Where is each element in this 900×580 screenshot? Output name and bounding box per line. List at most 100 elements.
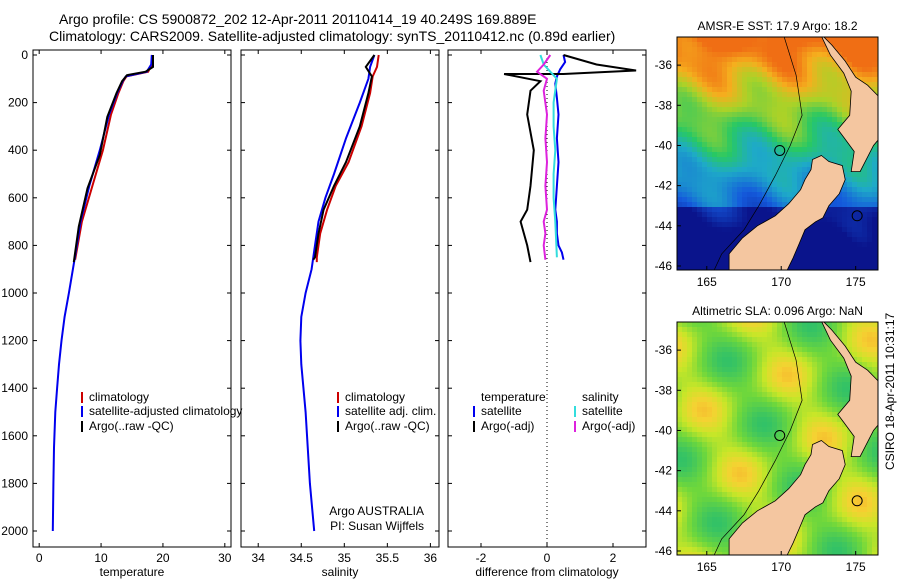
profile-panels: 0 10 20 30temperature0200400600800100012001… — [1, 48, 647, 579]
series-line-argo-raw-qc- — [72, 55, 154, 263]
map-y-tick-label: -36 — [655, 58, 673, 72]
x-tick-label: 36 — [424, 551, 438, 565]
y-tick-label: 400 — [8, 143, 28, 157]
legend-difference: temperature salinitysatelliteArgo(-adj)sa… — [473, 390, 635, 433]
map-x-tick-label: 170 — [771, 275, 791, 289]
series-group — [51, 54, 154, 532]
legend-temp-satellite: satellite — [481, 404, 522, 418]
argo-position-marker — [774, 144, 786, 156]
series-line-climatology — [315, 54, 380, 263]
x-tick-label: 0 — [544, 551, 551, 565]
map-x-tick-label: 175 — [846, 560, 866, 574]
legend-satellite-adjusted: satellite adj. clim. — [345, 404, 436, 418]
map-y-tick-label: -36 — [655, 343, 673, 357]
x-tick-label: 35.5 — [376, 551, 400, 565]
map-x-tick-label: 170 — [771, 560, 791, 574]
map-x-tick-label: 175 — [846, 275, 866, 289]
series-line-salinity-argo-adj- — [535, 54, 552, 260]
x-tick-label: 20 — [156, 551, 170, 565]
x-tick-label: 2 — [610, 551, 617, 565]
x-tick-label: 35 — [338, 551, 352, 565]
annotation-argo-australia: Argo AUSTRALIA — [329, 504, 424, 518]
map-y-tick-label: -46 — [655, 259, 673, 273]
legend-satellite-adjusted: satellite-adjusted climatology — [89, 404, 242, 418]
y-tick-label: 1000 — [1, 286, 28, 300]
x-axis-label: difference from climatology — [475, 565, 618, 579]
x-tick-label: 34 — [252, 551, 266, 565]
series-group — [503, 54, 637, 263]
y-tick-label: 2000 — [1, 524, 28, 538]
map-y-tick-label: -44 — [655, 504, 673, 518]
land-north-island — [821, 37, 878, 173]
bathymetry-contour — [713, 37, 803, 270]
marker-1 — [851, 210, 863, 222]
series-line-temperature-satellite — [554, 54, 567, 260]
x-tick-label: 30 — [218, 551, 232, 565]
map-y-tick-label: -42 — [655, 464, 673, 478]
legend-temp-argo: Argo(-adj) — [481, 419, 534, 433]
series-group — [299, 54, 380, 532]
legend-climatology: climatology — [345, 390, 405, 404]
map-sla-map: Altimetric SLA: 0.096 Argo: NaN 165 170 175… — [655, 304, 879, 574]
map-y-tick-label: -38 — [655, 383, 673, 397]
header-line2: Climatology: CARS2009. Satellite-adjuste… — [49, 28, 615, 44]
legend-climatology: climatology — [89, 390, 149, 404]
map-frame — [676, 36, 879, 271]
y-tick-label: 600 — [8, 191, 28, 205]
x-axis-label: salinity — [322, 565, 359, 579]
y-tick-label: 200 — [8, 96, 28, 110]
map-frame — [676, 321, 879, 556]
map-y-tick-label: -40 — [655, 423, 673, 437]
map-x-tick-label: 165 — [697, 560, 717, 574]
y-tick-label: 0 — [21, 48, 28, 62]
x-tick-label: 10 — [94, 551, 108, 565]
panel-temperature: 0 10 20 30 temperature 0 200 400 600 800 1000 1200 1… — [1, 48, 232, 579]
map-panels: AMSR-E SST: 17.9 Argo: 18.2 165 170 175 -36 -… — [655, 19, 879, 574]
bathymetry-contour — [713, 322, 803, 555]
land-north-island — [821, 322, 878, 458]
land-south-island — [728, 440, 846, 555]
map-field — [677, 322, 878, 555]
panel-frame — [240, 49, 440, 548]
marker-1 — [851, 495, 863, 507]
side-label: CSIRO 18-Apr-2011 10:31:17 — [883, 312, 897, 470]
x-tick-label: 0 — [36, 551, 43, 565]
map-field — [677, 37, 878, 270]
panel-frame — [32, 49, 232, 548]
map-x-tick-label: 165 — [697, 275, 717, 289]
series-line-temperature-argo-adj- — [503, 54, 637, 263]
panel-salinity: 34 34.5 35 35.5 36 salinity — [240, 49, 440, 579]
x-axis-label: temperature — [100, 565, 165, 579]
y-tick-label: 1600 — [1, 429, 28, 443]
legend-argo: Argo(..raw -QC) — [345, 419, 430, 433]
legend-title-salinity: salinity — [582, 390, 619, 404]
y-tick-label: 1400 — [1, 381, 28, 395]
series-line-salinity-satellite — [539, 54, 558, 258]
land-south-island — [728, 155, 846, 270]
legend-title-temperature: temperature — [481, 390, 546, 404]
map-title: AMSR-E SST: 17.9 Argo: 18.2 — [697, 19, 857, 33]
y-tick-label: 1800 — [1, 476, 28, 490]
argo-position-marker — [774, 429, 786, 441]
series-line-argo-raw-qc- — [312, 54, 376, 261]
x-tick-label: 34.5 — [290, 551, 314, 565]
y-tick-label: 1200 — [1, 334, 28, 348]
map-y-tick-label: -44 — [655, 219, 673, 233]
map-y-tick-label: -42 — [655, 179, 673, 193]
map-y-tick-label: -46 — [655, 544, 673, 558]
header-line1: Argo profile: CS 5900872_202 12-Apr-2011… — [59, 11, 536, 27]
map-sst-map: AMSR-E SST: 17.9 Argo: 18.2 165 170 175 -36 -… — [655, 19, 879, 289]
y-tick-label: 800 — [8, 238, 28, 252]
annotation-pi: PI: Susan Wijffels — [330, 519, 424, 533]
map-title: Altimetric SLA: 0.096 Argo: NaN — [692, 304, 863, 318]
legend-sal-satellite: satellite — [582, 404, 623, 418]
map-y-tick-label: -40 — [655, 138, 673, 152]
x-tick-label: -2 — [476, 551, 487, 565]
legend-argo: Argo(..raw -QC) — [89, 419, 174, 433]
series-line-satellite-adj-clim- — [299, 54, 376, 532]
map-y-tick-label: -38 — [655, 98, 673, 112]
